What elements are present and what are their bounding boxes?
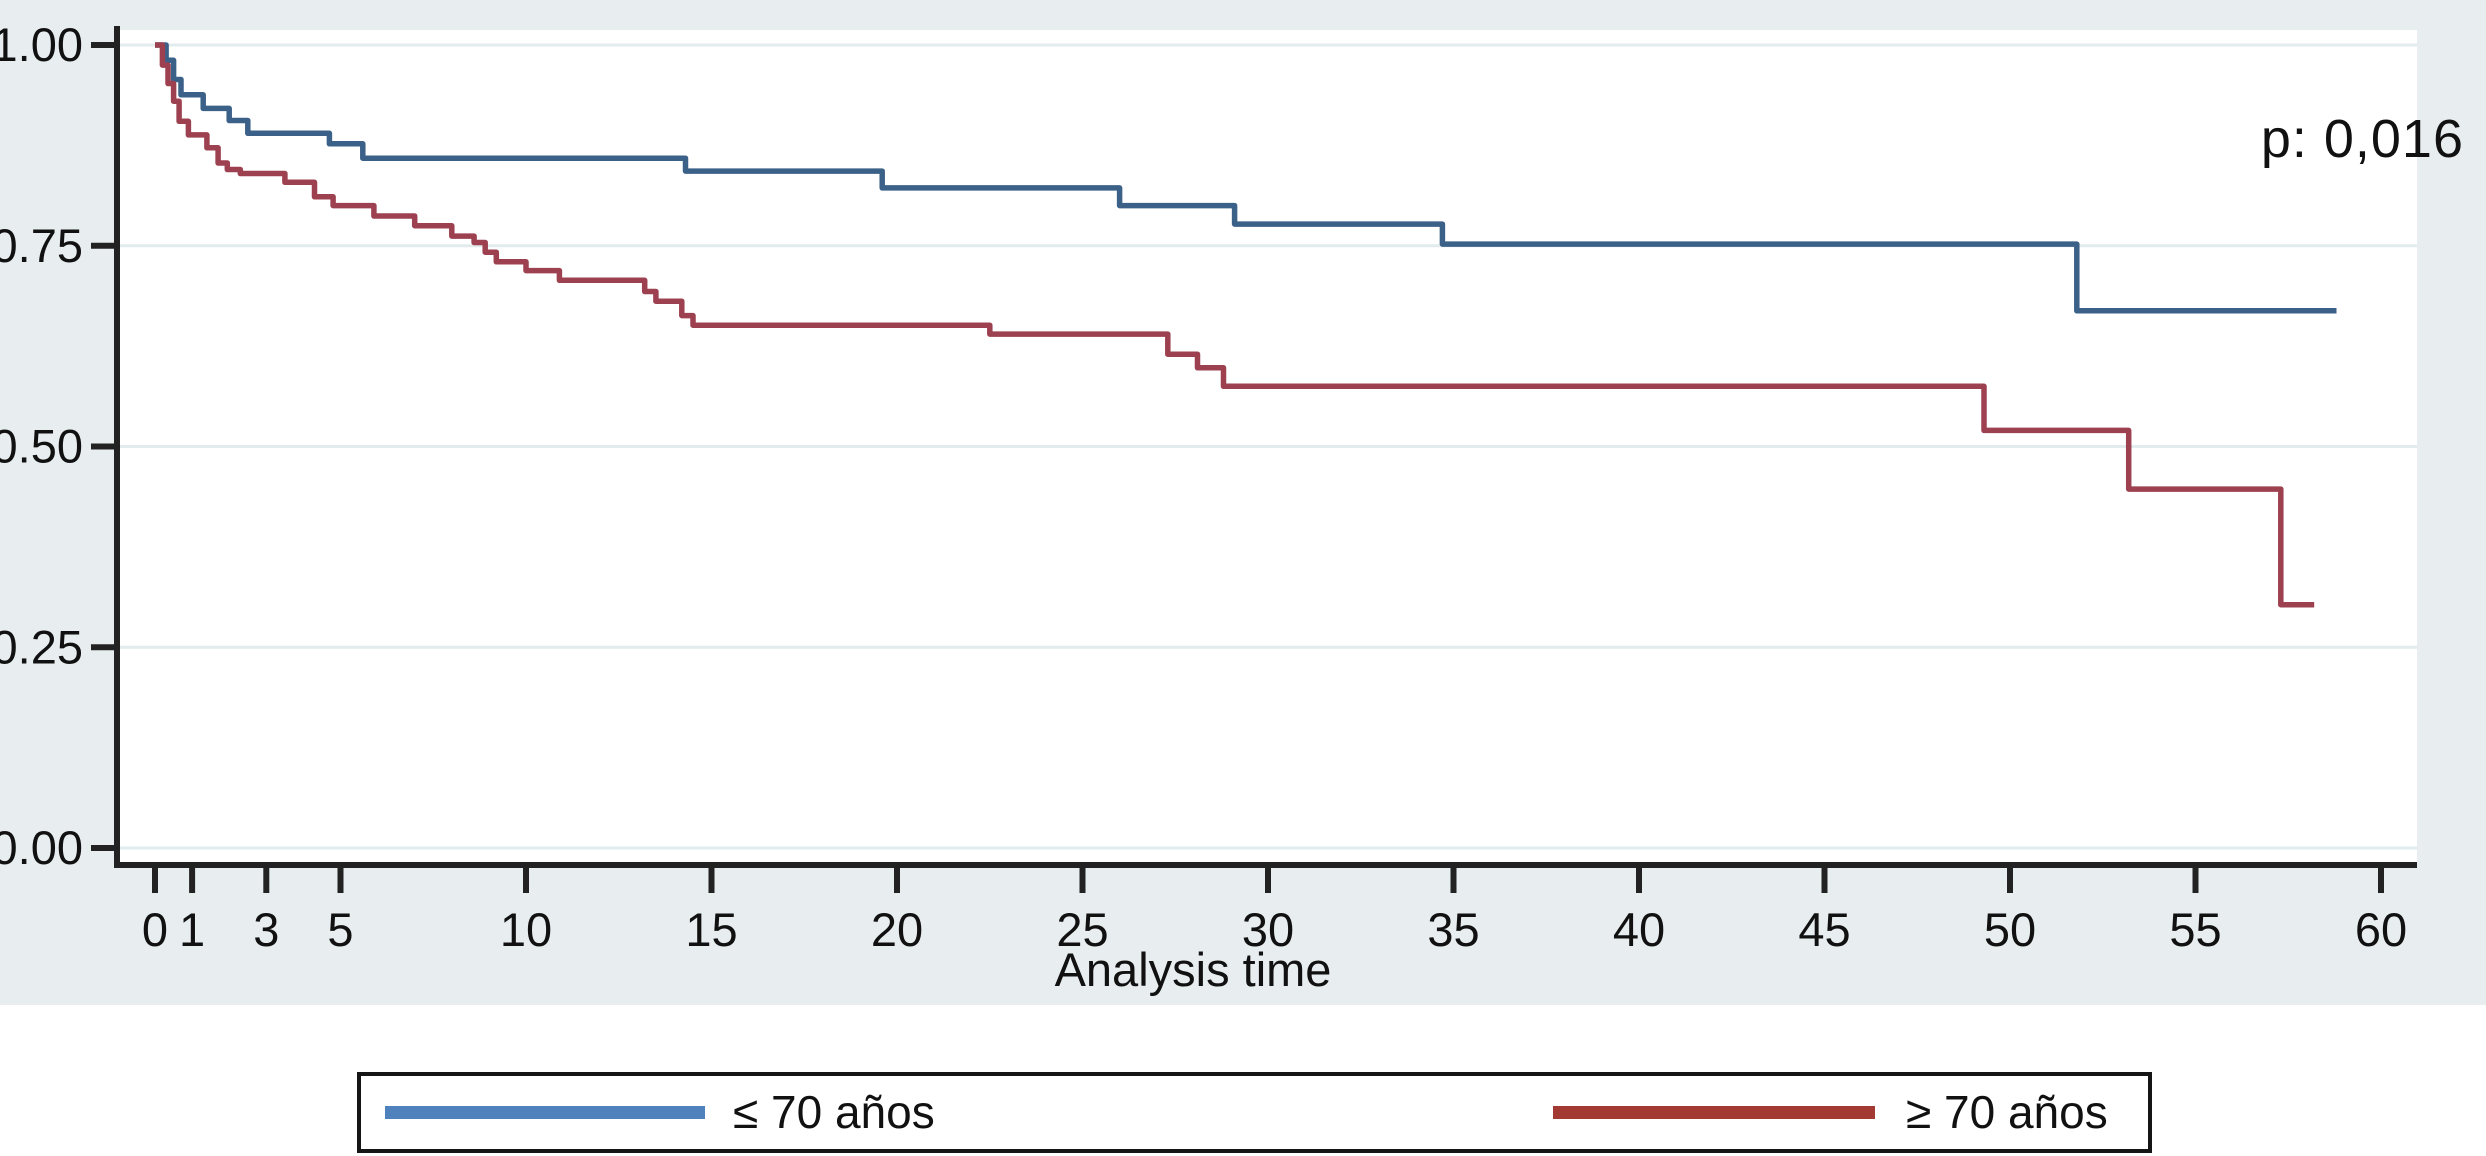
x-tick-label-0: 0 (142, 903, 168, 956)
legend-box: ≤ 70 años ≥ 70 años (357, 1072, 2152, 1153)
legend-label-ge70: ≥ 70 años (1906, 1086, 2108, 1138)
survival-curve-le70 (155, 42, 2337, 314)
x-tick-label-45: 45 (1798, 903, 1850, 956)
x-tick-label-5: 5 (327, 903, 353, 956)
y-tick-label-0.00: 0.00 (0, 821, 83, 874)
y-tick-label-0.25: 0.25 (0, 620, 83, 673)
x-tick-label-50: 50 (1984, 903, 2036, 956)
legend-swatch-ge70 (1553, 1106, 1875, 1119)
x-tick-label-40: 40 (1613, 903, 1665, 956)
x-tick-label-20: 20 (871, 903, 923, 956)
x-tick-label-60: 60 (2355, 903, 2407, 956)
survival-curve-ge70 (155, 42, 2315, 608)
x-tick-label-25: 25 (1056, 903, 1108, 956)
legend-swatch-le70 (385, 1106, 705, 1119)
x-tick-label-10: 10 (500, 903, 552, 956)
legend-label-le70: ≤ 70 años (733, 1086, 935, 1138)
x-tick-label-55: 55 (2169, 903, 2221, 956)
x-tick-label-15: 15 (685, 903, 737, 956)
y-tick-label-0.75: 0.75 (0, 219, 83, 272)
x-tick-label-30: 30 (1242, 903, 1294, 956)
x-tick-label-1: 1 (179, 903, 205, 956)
x-tick-label-35: 35 (1427, 903, 1479, 956)
y-tick-label-0.50: 0.50 (0, 420, 83, 473)
y-tick-label-1.00: 1.00 (0, 18, 83, 71)
p-value-annotation: p: 0,016 (2260, 109, 2464, 169)
x-tick-label-3: 3 (253, 903, 279, 956)
x-axis-title: Analysis time (1054, 943, 1332, 996)
